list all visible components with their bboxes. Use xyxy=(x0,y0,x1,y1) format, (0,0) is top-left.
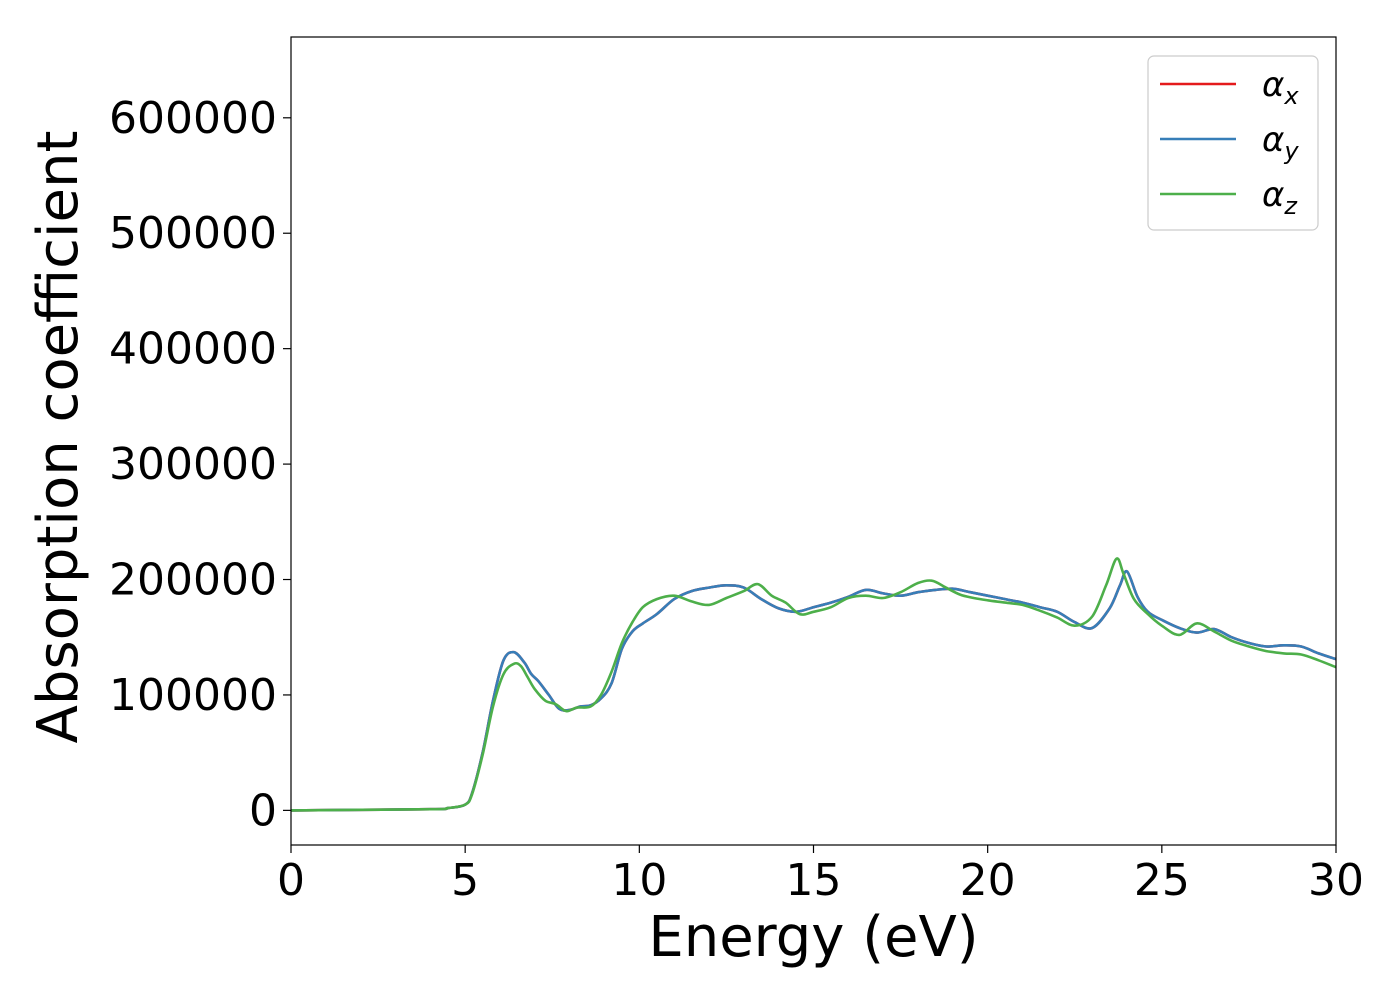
legend: αx αy αz xyxy=(1147,55,1319,231)
x-tick-label: 15 xyxy=(786,855,842,906)
legend-box xyxy=(1147,55,1319,231)
x-axis-label: Energy (eV) xyxy=(648,905,978,970)
y-tick-label: 500000 xyxy=(109,208,277,259)
series-line-z xyxy=(291,557,1336,812)
x-axis: 0 5 10 15 20 25 30 xyxy=(277,845,1364,906)
x-tick-label: 5 xyxy=(451,855,479,906)
x-tick-label: 20 xyxy=(960,855,1016,906)
legend-label-x: αx xyxy=(1262,65,1299,110)
legend-label-z: αz xyxy=(1262,175,1298,220)
y-tick-label: 200000 xyxy=(109,555,277,606)
y-axis: 0 100000 200000 300000 400000 500000 600000 xyxy=(109,93,291,836)
x-tick-label: 25 xyxy=(1134,855,1190,906)
x-tick-label: 10 xyxy=(611,855,667,906)
legend-label-y: αy xyxy=(1262,120,1299,165)
y-tick-label: 400000 xyxy=(109,324,277,375)
y-axis-label: Absorption coefficient xyxy=(26,131,91,744)
y-tick-label: 100000 xyxy=(109,670,277,721)
x-tick-label: 30 xyxy=(1308,855,1364,906)
y-tick-label: 600000 xyxy=(109,93,277,144)
series-line-y xyxy=(291,569,1336,812)
x-tick-label: 0 xyxy=(277,855,305,906)
series-layer xyxy=(291,557,1336,812)
y-tick-label: 0 xyxy=(249,785,277,836)
y-tick-label: 300000 xyxy=(109,439,277,490)
